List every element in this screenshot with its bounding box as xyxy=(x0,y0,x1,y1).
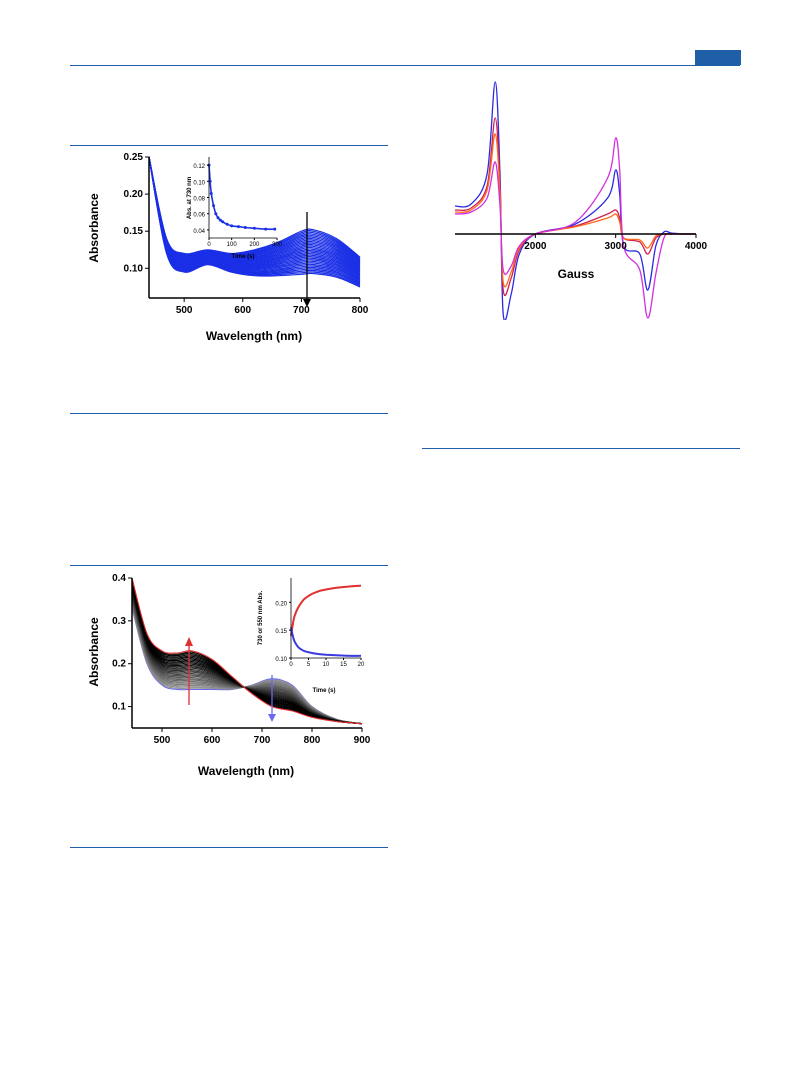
uv-blue-inset-x-tick-label: 200 xyxy=(249,242,260,248)
figure-rule-4 xyxy=(70,847,388,848)
uv-black-y-tick-label: 0.2 xyxy=(112,659,126,670)
uv-black-chart: 0.10.20.30.4 500 600 700 800 900 Absorbance … xyxy=(87,573,371,778)
uv-black-down-arrow xyxy=(268,675,276,722)
uv-blue-inset-y-tick-label: 0.04 xyxy=(193,229,205,235)
epr-x-tick-label: 3000 xyxy=(605,241,628,252)
uv-black-x-tick-label: 600 xyxy=(204,735,221,746)
uv-black-inset-x-tick-label: 20 xyxy=(358,662,365,668)
uv-blue-x-tick-label: 500 xyxy=(176,305,193,316)
uv-black-inset-x-tick-label: 0 xyxy=(289,662,293,668)
uv-blue-inset-y-tick-label: 0.12 xyxy=(193,164,205,170)
uv-black-x-tick-label: 800 xyxy=(304,735,321,746)
header-rule xyxy=(70,65,740,66)
uv-blue-inset-ylabel: Abs. at 730 nm xyxy=(187,177,193,219)
epr-trace xyxy=(454,81,697,320)
uv-blue-y-tick-label: 0.20 xyxy=(124,189,144,200)
header-tab-block xyxy=(695,50,741,65)
uv-black-y-tick-label: 0.4 xyxy=(112,573,126,584)
epr-xlabel: Gauss xyxy=(558,267,595,281)
uv-blue-traces xyxy=(148,156,361,288)
uv-black-up-arrow xyxy=(185,637,193,705)
uv-blue-y-tick-label: 0.15 xyxy=(124,226,144,237)
uv-black-inset-x-tick-label: 15 xyxy=(340,662,347,668)
uv-blue-inset-xlabel: Time (s) xyxy=(232,254,255,260)
uv-black-x-tick-label: 700 xyxy=(254,735,271,746)
uv-black-y-tick-label: 0.3 xyxy=(112,616,126,627)
figure-rule-2 xyxy=(70,413,388,414)
figure-rule-5 xyxy=(422,448,740,449)
uv-blue-x-tick-label: 600 xyxy=(234,305,251,316)
uv-black-x-tick-label: 500 xyxy=(154,735,171,746)
uv-blue-inset-x-tick-label: 100 xyxy=(227,242,238,248)
uv-black-inset-trace xyxy=(290,627,362,657)
epr-chart: 2000 3000 4000 Gauss xyxy=(454,81,708,320)
uv-blue-inset-x-tick-label: 300 xyxy=(272,242,283,248)
uv-blue-x-tick-label: 800 xyxy=(352,305,369,316)
uv-black-x-tick-label: 900 xyxy=(354,735,371,746)
uv-black-ylabel: Absorbance xyxy=(87,617,101,687)
uv-black-inset-x-tick-label: 5 xyxy=(307,662,311,668)
figure-rule-3 xyxy=(70,565,388,566)
uv-blue-inset-fit xyxy=(208,165,275,230)
uv-blue-y-tick-label: 0.25 xyxy=(124,152,144,163)
uv-blue-chart: 0.10 0.15 0.20 0.25 500 600 700 800 Absorbance… xyxy=(87,152,369,343)
uv-black-inset-xlabel: Time (s) xyxy=(313,688,336,694)
uv-blue-trace xyxy=(148,156,361,288)
uv-blue-inset-x-tick-label: 0 xyxy=(207,242,211,248)
uv-blue-inset-y-tick-label: 0.08 xyxy=(193,197,205,203)
uv-black-trace xyxy=(131,577,363,725)
uv-black-xlabel: Wavelength (nm) xyxy=(198,764,294,778)
epr-x-tick-label: 4000 xyxy=(685,241,708,252)
uv-black-inset-y-tick-label: 0.20 xyxy=(275,601,287,607)
uv-blue-down-arrow xyxy=(303,212,311,307)
uv-blue-xlabel: Wavelength (nm) xyxy=(206,329,302,343)
epr-trace xyxy=(454,137,696,319)
uv-blue-ylabel: Absorbance xyxy=(87,193,101,263)
uv-blue-x-tick-label: 700 xyxy=(293,305,310,316)
uv-black-y-tick-label: 0.1 xyxy=(112,702,126,713)
uv-black-inset-x-tick-label: 10 xyxy=(323,662,330,668)
uv-black-inset-y-tick-label: 0.15 xyxy=(275,629,287,635)
uv-black-inset-ylabel: 730 or 550 nm Abs. xyxy=(258,590,264,645)
uv-blue-y-tick-label: 0.10 xyxy=(124,263,144,274)
uv-black-inset-y-tick-label: 0.10 xyxy=(275,657,287,663)
uv-black-inset-trace xyxy=(290,584,362,636)
figure-rule-1 xyxy=(70,145,388,146)
uv-blue-inset-y-tick-label: 0.06 xyxy=(193,213,205,219)
epr-x-tick-label: 2000 xyxy=(524,241,547,252)
uv-blue-inset-y-tick-label: 0.10 xyxy=(193,180,205,186)
